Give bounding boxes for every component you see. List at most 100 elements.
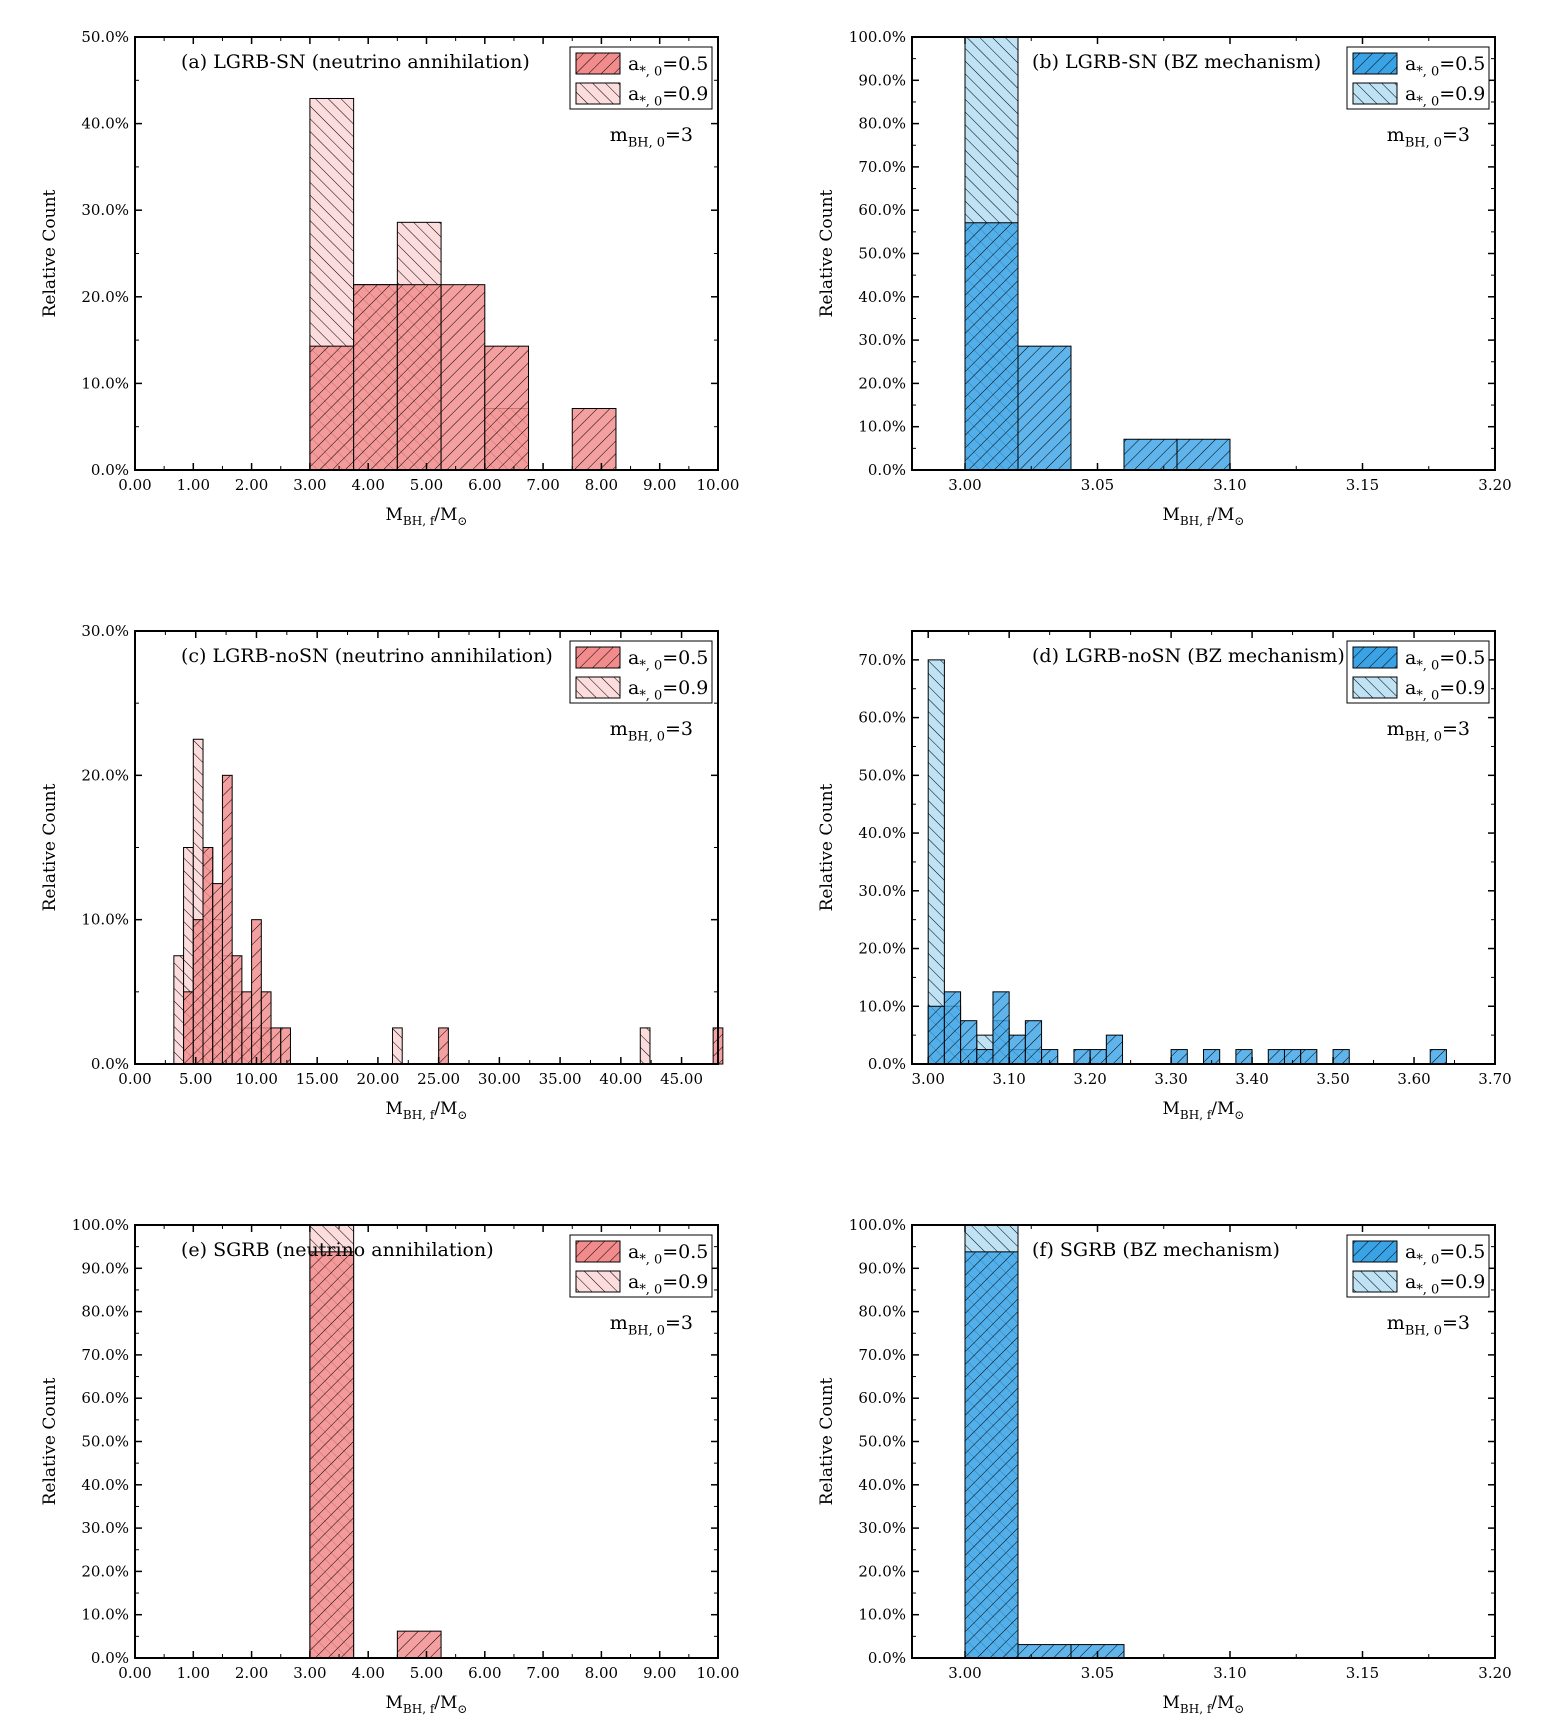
legend-swatch-hatch — [1353, 647, 1397, 668]
legend-label-sub: *, 0 — [639, 65, 662, 80]
y-tick-label: 10.0% — [81, 1606, 129, 1624]
x-tick-label: 4.00 — [351, 476, 384, 494]
bar-a05-hatch — [992, 991, 1010, 1064]
x-axis-label-main: M — [386, 1099, 403, 1119]
mbh0-annotation: mBH, 0=3 — [610, 124, 693, 151]
chart-panel-e: 0.0% 10.0% 20.0% 30.0% 40.0% 50.0% 60.0% 70.0% 8… — [40, 1216, 739, 1716]
x-tick-label: 3.50 — [1316, 1070, 1349, 1088]
y-axis-label: Relative Count — [40, 189, 60, 317]
bar-a09-hatch — [193, 739, 204, 1064]
bar-a09-hatch — [173, 955, 184, 1064]
legend: a*, 0=0.5a*, 0=0.9 — [569, 1234, 713, 1298]
bar-a05-hatch — [928, 1006, 945, 1064]
chart-panel-f: 0.0% 10.0% 20.0% 30.0% 40.0% 50.0% 60.0% 70.0% 8… — [817, 1216, 1512, 1716]
legend-label: a*, 0=0.9 — [1405, 83, 1485, 110]
x-axis-label-main: M — [1163, 505, 1180, 525]
legend-label-sub: *, 0 — [1416, 1283, 1439, 1298]
y-tick-label: 30.0% — [81, 201, 129, 219]
x-tick-label: 3.20 — [1073, 1070, 1106, 1088]
x-axis-label-sub: BH, f — [1180, 1702, 1213, 1716]
legend: a*, 0=0.5a*, 0=0.9 — [1346, 1234, 1490, 1298]
x-tick-label: 9.00 — [643, 1664, 676, 1682]
y-tick-label: 40.0% — [858, 1476, 906, 1494]
bar-a05-hatch — [193, 919, 204, 1064]
chart-title: (b) LGRB-SN (BZ mechanism) — [1032, 51, 1321, 73]
y-tick-label: 0.0% — [91, 1649, 129, 1667]
x-axis-label-tail: /M — [434, 1099, 457, 1119]
x-tick-label: 3.00 — [293, 476, 326, 494]
x-tick-label: 15.00 — [296, 1070, 339, 1088]
bar-a05-hatch — [960, 1020, 977, 1064]
x-axis-label-sub: BH, f — [1180, 1108, 1213, 1122]
legend-label: a*, 0=0.9 — [628, 83, 708, 110]
legend-label-main: a — [628, 647, 639, 669]
mbh0-annotation: mBH, 0=3 — [610, 718, 693, 745]
bar-a05-hatch — [1171, 1049, 1188, 1064]
legend-label: a*, 0=0.5 — [1405, 53, 1485, 80]
y-tick-label: 20.0% — [858, 940, 906, 958]
y-tick-label: 90.0% — [858, 71, 906, 89]
x-tick-label: 8.00 — [585, 476, 618, 494]
mbh0-annotation-sub: BH, 0 — [628, 1324, 665, 1339]
legend-swatch-hatch — [576, 677, 620, 698]
y-axis-label: Relative Count — [817, 1377, 837, 1505]
x-axis-label-tail: /M — [434, 505, 457, 525]
y-tick-label: 30.0% — [858, 882, 906, 900]
sun-symbol: ⊙ — [457, 1702, 467, 1716]
x-tick-label: 3.20 — [1478, 476, 1511, 494]
mbh0-annotation-sub: BH, 0 — [1405, 136, 1442, 151]
legend-label: a*, 0=0.9 — [1405, 677, 1485, 704]
legend-label: a*, 0=0.9 — [1405, 1271, 1485, 1298]
y-tick-label: 100.0% — [849, 1216, 906, 1234]
y-tick-label: 10.0% — [858, 997, 906, 1015]
x-axis-label-main: M — [386, 1693, 403, 1713]
mbh0-annotation-main: m — [610, 718, 628, 740]
x-tick-label: 35.00 — [539, 1070, 582, 1088]
legend-label-main: a — [1405, 647, 1416, 669]
x-tick-label: 3.40 — [1235, 1070, 1268, 1088]
plot-frame — [911, 630, 1496, 1065]
bar-a09-hatch — [392, 1027, 403, 1064]
y-axis-label: Relative Count — [40, 1377, 60, 1505]
bar-a05-hatch — [232, 955, 242, 1064]
y-tick-label: 30.0% — [858, 331, 906, 349]
legend-label-sub: *, 0 — [1416, 95, 1439, 110]
legend-swatch-hatch — [576, 83, 620, 104]
legend-label-tail: =0.9 — [1439, 83, 1485, 105]
bar-a05-hatch — [1177, 439, 1230, 470]
y-tick-label: 20.0% — [858, 1562, 906, 1580]
y-tick-label: 70.0% — [858, 158, 906, 176]
legend-label-main: a — [1405, 1271, 1416, 1293]
y-tick-label: 10.0% — [858, 1606, 906, 1624]
bar-a05-hatch — [1300, 1049, 1317, 1064]
x-tick-label: 3.15 — [1346, 1664, 1379, 1682]
y-tick-label: 0.0% — [868, 1649, 906, 1667]
chart-panel-d: 0.0% 10.0% 20.0% 30.0% 40.0% 50.0% 60.0% 70.0% 3… — [817, 630, 1512, 1122]
legend-label-sub: *, 0 — [639, 659, 662, 674]
x-tick-label: 3.05 — [1081, 1664, 1114, 1682]
y-tick-label: 0.0% — [91, 461, 129, 479]
legend-label-tail: =0.9 — [662, 677, 708, 699]
x-axis-label-sub: BH, f — [403, 514, 436, 528]
bar-a05-hatch — [1284, 1049, 1301, 1064]
bar-a05-hatch — [271, 1027, 281, 1064]
y-tick-label: 10.0% — [81, 374, 129, 392]
x-tick-label: 8.00 — [585, 1664, 618, 1682]
legend-swatch-hatch — [1353, 1271, 1397, 1292]
bar-a05-hatch — [183, 991, 194, 1064]
bar-a05-hatch — [1018, 346, 1071, 470]
bar-a05-hatch — [1041, 1049, 1058, 1064]
legend-label-tail: =0.9 — [662, 83, 708, 105]
mbh0-annotation-tail: =3 — [1442, 718, 1470, 740]
legend-swatch-hatch — [576, 647, 620, 668]
y-tick-label: 20.0% — [81, 288, 129, 306]
x-tick-label: 6.00 — [468, 476, 501, 494]
mbh0-annotation-tail: =3 — [1442, 1312, 1470, 1334]
y-axis-label: Relative Count — [817, 783, 837, 911]
sun-symbol: ⊙ — [1234, 514, 1244, 528]
legend-label-tail: =0.5 — [1439, 647, 1485, 669]
bar-a05-hatch — [1430, 1049, 1447, 1064]
x-tick-label: 1.00 — [177, 1664, 210, 1682]
y-tick-label: 50.0% — [81, 1433, 129, 1451]
x-tick-label: 5.00 — [179, 1070, 212, 1088]
